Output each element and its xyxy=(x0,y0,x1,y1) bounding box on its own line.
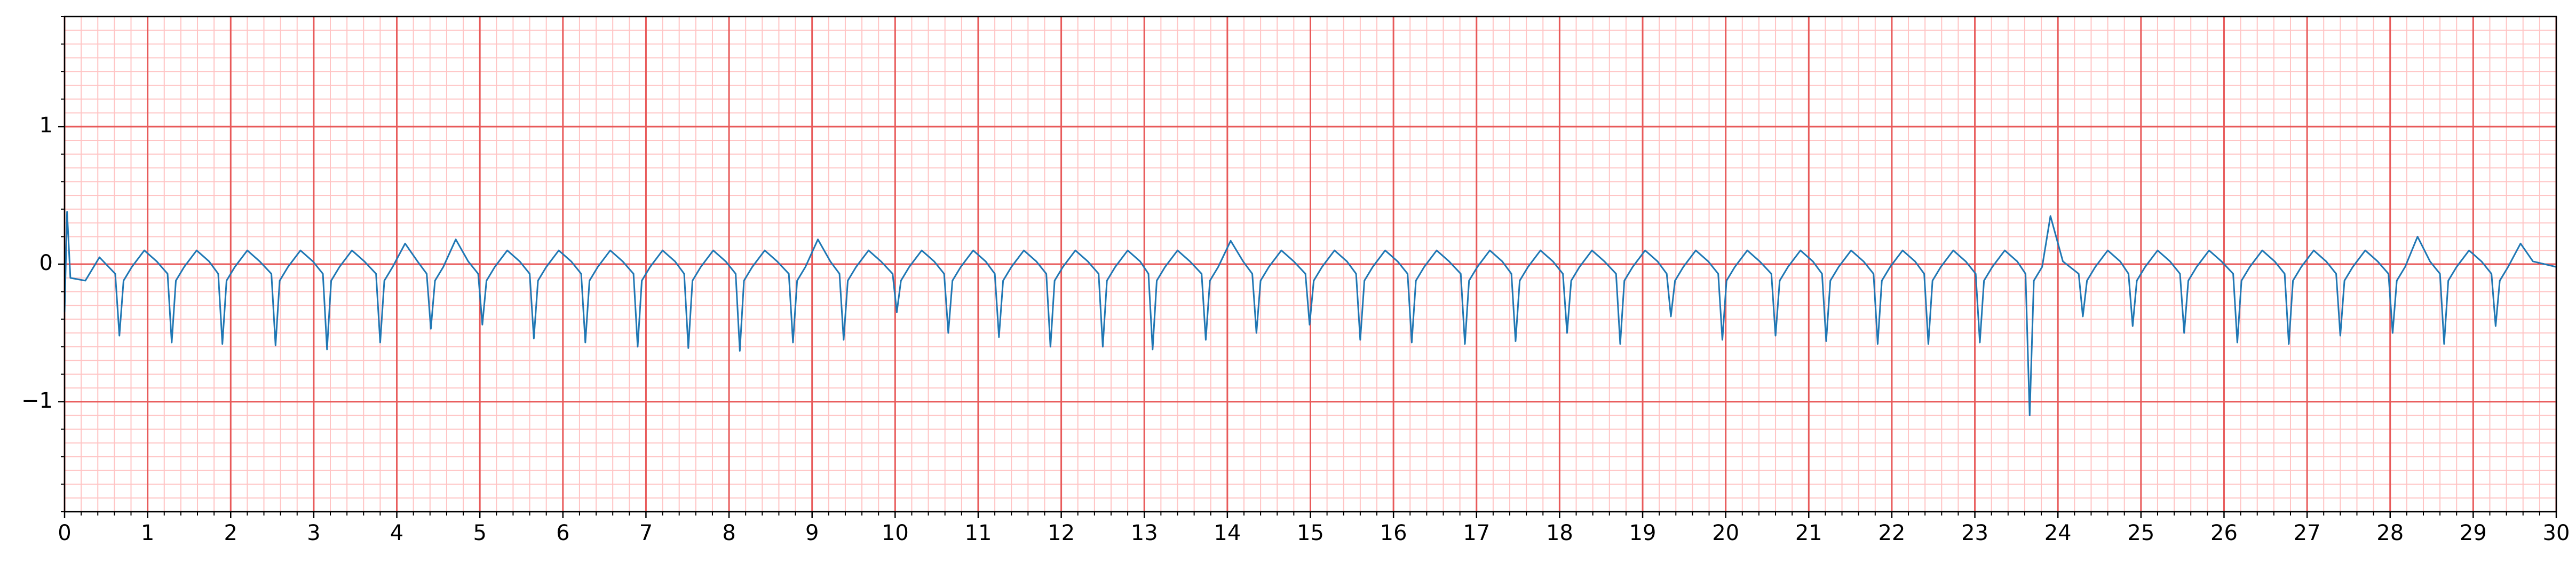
x-tick-label: 27 xyxy=(2294,521,2321,545)
x-tick-label: 12 xyxy=(1048,521,1075,545)
x-tick-label: 9 xyxy=(805,521,819,545)
x-tick-label: 8 xyxy=(722,521,735,545)
x-tick-label: 21 xyxy=(1795,521,1822,545)
x-tick-label: 3 xyxy=(307,521,320,545)
x-tick-label: 15 xyxy=(1297,521,1324,545)
x-tick-label: 6 xyxy=(556,521,569,545)
x-tick-label: 24 xyxy=(2044,521,2072,545)
x-tick-label: 4 xyxy=(390,521,403,545)
x-tick-label: 23 xyxy=(1961,521,1988,545)
x-tick-label: 28 xyxy=(2376,521,2404,545)
x-tick-label: 22 xyxy=(1878,521,1905,545)
x-tick-label: 30 xyxy=(2543,521,2570,545)
y-tick-label: −1 xyxy=(21,388,53,413)
x-tick-label: 29 xyxy=(2460,521,2487,545)
ecg-line xyxy=(64,211,2557,417)
x-tick-label: 1 xyxy=(141,521,154,545)
x-tick-label: 10 xyxy=(882,521,909,545)
x-tick-label: 0 xyxy=(58,521,71,545)
x-tick-label: 19 xyxy=(1629,521,1656,545)
plot-frame xyxy=(64,15,2557,513)
x-tick-label: 18 xyxy=(1546,521,1573,545)
x-tick-label: 2 xyxy=(224,521,237,545)
x-tick-label: 14 xyxy=(1214,521,1241,545)
x-tick-label: 11 xyxy=(965,521,992,545)
x-tick-label: 20 xyxy=(1712,521,1739,545)
x-tick-label: 25 xyxy=(2127,521,2154,545)
x-tick-label: 16 xyxy=(1380,521,1407,545)
y-tick-label: 1 xyxy=(39,113,53,138)
y-tick-label: 0 xyxy=(39,251,53,275)
x-tick-label: 13 xyxy=(1131,521,1158,545)
x-tick-label: 7 xyxy=(639,521,653,545)
x-tick-label: 5 xyxy=(473,521,486,545)
x-tick-label: 17 xyxy=(1463,521,1490,545)
x-tick-label: 26 xyxy=(2210,521,2238,545)
